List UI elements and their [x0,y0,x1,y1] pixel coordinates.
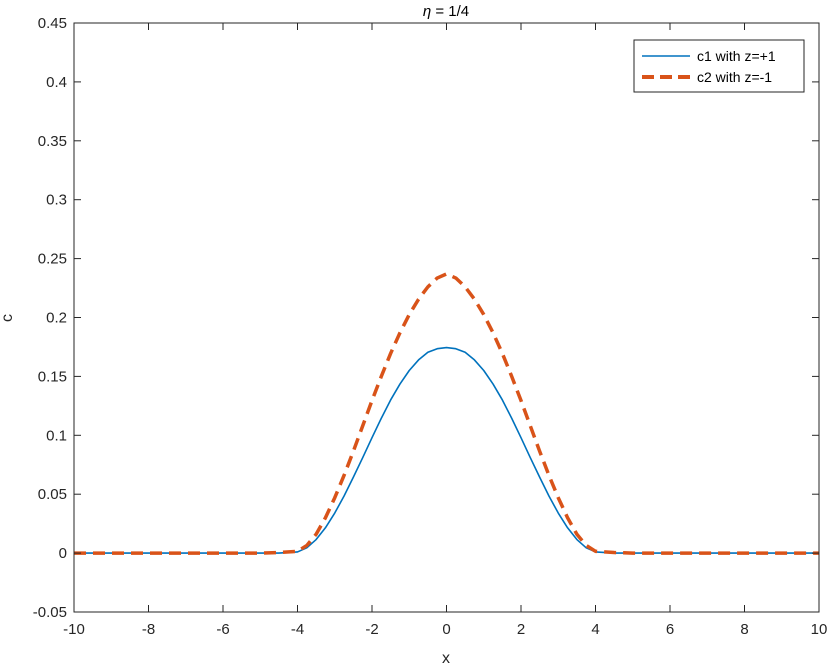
x-tick-label: 6 [666,621,674,638]
y-tick-label: 0 [59,545,67,562]
legend-label-c1: c1 with z=+1 [697,48,776,64]
y-tick-label: 0.4 [46,74,67,91]
y-tick-label: 0.2 [46,310,67,327]
y-tick-label: 0.1 [46,427,67,444]
y-tick-label: 0.05 [38,486,67,503]
x-tick-label: -8 [142,621,155,638]
chart-title: η = 1/4 [423,3,469,20]
y-tick-label: 0.15 [38,368,67,385]
x-tick-label: -4 [291,621,304,638]
y-tick-label: 0.45 [38,15,67,32]
x-tick-label: 2 [517,621,525,638]
ticks-layer: -10 -8 -6 -4 -2 0 2 4 6 8 10 -0.05 0 0.05 0.1 0.15 0.2 0.… [33,15,828,638]
plot-layer [74,272,819,555]
x-tick-label: -6 [216,621,229,638]
x-tick-label: 10 [811,621,828,638]
x-tick-label: 4 [591,621,599,638]
chart-title-text: = 1/4 [431,3,469,20]
y-tick-label: 0.35 [38,133,67,150]
y-axis-label: c [0,314,16,322]
y-tick-label: 0.25 [38,251,67,268]
y-tick-label: 0.3 [46,192,67,209]
x-tick-label: -10 [63,621,85,638]
legend: c1 with z=+1 c2 with z=-1 [633,39,805,93]
chart-title-symbol: η [423,3,431,20]
x-tick-label: 8 [740,621,748,638]
x-axis-label: x [442,650,450,665]
x-tick-label: -2 [365,621,378,638]
legend-box [633,39,805,93]
x-tick-label: 0 [442,621,450,638]
legend-label-c2: c2 with z=-1 [697,69,772,85]
y-tick-label: -0.05 [33,604,67,621]
series-line-c2 [74,272,819,555]
